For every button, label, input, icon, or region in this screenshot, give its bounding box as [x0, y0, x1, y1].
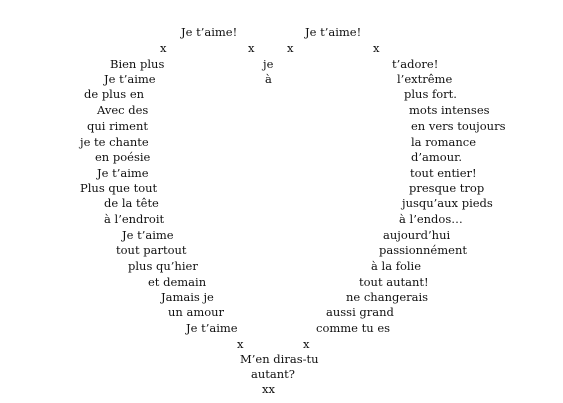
right-line: tout autant! [359, 275, 429, 289]
left-line: Je t’aime [122, 228, 174, 242]
right-line: ne changerais [346, 290, 429, 304]
x-mark: x [287, 41, 294, 55]
right-line: en vers toujours [411, 119, 506, 133]
heart-bottom-line: M’en diras-tu [240, 352, 319, 366]
right-line: tout entier! [410, 166, 477, 180]
right-line: presque trop [409, 181, 485, 195]
right-line: la romance [411, 135, 477, 149]
right-line: aujourd’hui [383, 228, 451, 242]
left-line: un amour [168, 305, 225, 319]
x-mark: x [160, 41, 167, 55]
right-line: comme tu es [316, 321, 391, 335]
left-line: je te chante [80, 135, 149, 149]
left-line: Plus que tout [80, 181, 158, 195]
heart-top-right-text: Je t’aime! [305, 25, 362, 39]
left-line: Je t’aime [104, 72, 156, 86]
x-mark: x [248, 41, 255, 55]
left-line: plus qu’hier [128, 259, 198, 273]
right-line: à la folie [371, 259, 422, 273]
heart-bottom-xx: xx [262, 382, 275, 396]
right-line: aussi grand [326, 305, 394, 319]
left-line: qui riment [87, 119, 149, 133]
left-line: Je t’aime [186, 321, 238, 335]
left-line: en poésie [95, 150, 151, 164]
heart-top-left-text: Je t’aime! [181, 25, 238, 39]
left-line: Je t’aime [97, 166, 149, 180]
left-line: Avec des [97, 103, 149, 117]
left-line: de la tête [104, 196, 159, 210]
right-line: à l’endos… [399, 212, 463, 226]
right-line: d’amour. [411, 150, 462, 164]
left-line: à l’endroit [104, 212, 165, 226]
heart-bottom-line: autant? [251, 367, 295, 381]
center-word: à [265, 72, 272, 86]
right-line: passionnément [379, 243, 467, 257]
left-line: Bien plus [110, 57, 165, 71]
right-line: plus fort. [404, 87, 457, 101]
right-line: l’extrême [397, 72, 453, 86]
x-mark: x [303, 337, 310, 351]
left-line: Jamais je [161, 290, 214, 304]
left-line: tout partout [116, 243, 187, 257]
right-line: jusqu’aux pieds [402, 196, 493, 210]
right-line: t’adore! [392, 57, 439, 71]
left-line: de plus en [84, 87, 145, 101]
right-line: mots intenses [409, 103, 490, 117]
x-mark: x [373, 41, 380, 55]
left-line: et demain [148, 275, 207, 289]
x-mark: x [237, 337, 244, 351]
center-word: je [263, 57, 274, 71]
